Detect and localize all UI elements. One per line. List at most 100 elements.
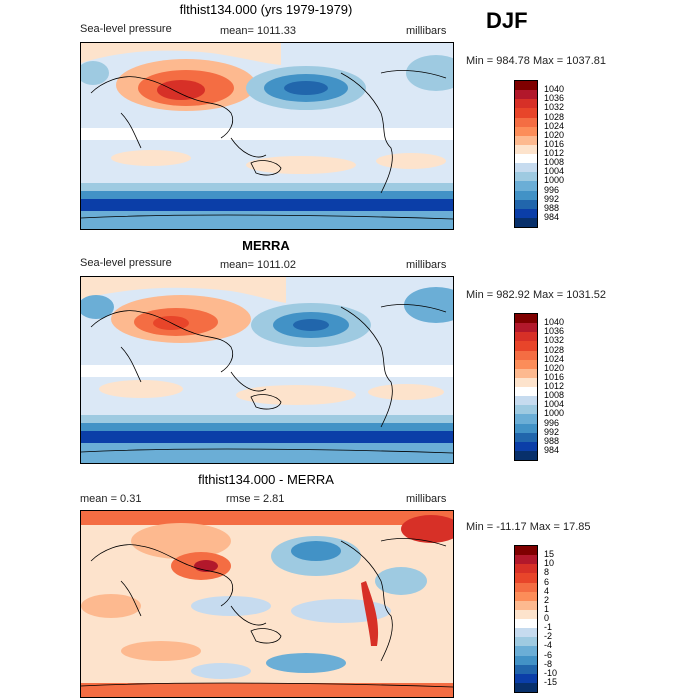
panel3-map-svg: [81, 511, 453, 697]
panel1-variable-label: Sea-level pressure: [80, 23, 172, 35]
colorbar-cell: [515, 323, 537, 333]
colorbar-cell: [515, 387, 537, 397]
colorbar-tick-label: 1032: [544, 102, 565, 113]
colorbar-cell: [515, 628, 537, 638]
colorbar-cell: [515, 673, 537, 683]
panel1-mean-label: mean= 1011.33: [220, 25, 296, 37]
colorbar-cell: [515, 646, 537, 656]
colorbar-cell: [515, 441, 537, 451]
colorbar-cell: [515, 199, 537, 209]
panel1-map-svg: [81, 43, 453, 229]
colorbar-cell: [515, 609, 537, 619]
colorbar-cell: [515, 546, 537, 556]
colorbar-cell: [515, 664, 537, 674]
colorbar-tick-label: 1016: [544, 138, 565, 149]
colorbar-cell: [515, 90, 537, 100]
colorbar-tick-label: 1032: [544, 335, 565, 346]
panel3-units-label: millibars: [406, 493, 447, 505]
panel3-rmse-label: rmse = 2.81: [226, 493, 285, 505]
panel1-title: flthist134.000 (yrs 1979-1979): [179, 2, 353, 17]
colorbar-cell: [515, 655, 537, 665]
panel2-mean-label: mean= 1011.02: [220, 259, 296, 271]
colorbar-cell: [515, 423, 537, 433]
colorbar-tick-label: 1028: [544, 111, 565, 122]
panel2-map-svg: [81, 277, 453, 463]
colorbar-tick-label: 8: [544, 567, 550, 578]
colorbar-cell: [515, 190, 537, 200]
colorbar-tick-label: 1040: [544, 317, 565, 328]
colorbar-tick-label: -1: [544, 622, 553, 633]
colorbar-tick-label: -4: [544, 640, 553, 651]
panel1-map: [80, 42, 454, 230]
colorbar-cell: [515, 332, 537, 342]
colorbar-cell: [515, 144, 537, 154]
colorbar-tick-label: 1036: [544, 93, 565, 104]
colorbar-cell: [515, 414, 537, 424]
panel3-mean-label: mean = 0.31: [80, 493, 142, 505]
colorbar-tick-label: 996: [544, 184, 560, 195]
panel2-colorbar: [514, 313, 538, 461]
colorbar-cell: [515, 135, 537, 145]
colorbar-cell: [515, 377, 537, 387]
colorbar-tick-label: 2: [544, 594, 550, 605]
colorbar-cell: [515, 314, 537, 324]
colorbar-cell: [515, 208, 537, 218]
colorbar-tick-label: 1020: [544, 362, 565, 373]
panel3-minmax-label: Min = -11.17 Max = 17.85: [466, 521, 591, 533]
colorbar-tick-label: 1004: [544, 399, 565, 410]
colorbar-cell: [515, 181, 537, 191]
panel1-minmax-label: Min = 984.78 Max = 1037.81: [466, 55, 607, 67]
colorbar-tick-label: 1000: [544, 408, 565, 419]
colorbar-cell: [515, 591, 537, 601]
colorbar-cell: [515, 108, 537, 118]
colorbar-tick-label: 984: [544, 444, 560, 455]
colorbar-cell: [515, 432, 537, 442]
colorbar-tick-label: 1028: [544, 344, 565, 355]
colorbar-cell: [515, 172, 537, 182]
colorbar-tick-label: 15: [544, 549, 555, 560]
panel3-map: [80, 510, 454, 698]
panel2-map: [80, 276, 454, 464]
panel1-units-label: millibars: [406, 25, 447, 37]
colorbar-cell: [515, 600, 537, 610]
panel2-colorbar-cells: [515, 314, 537, 460]
colorbar-cell: [515, 555, 537, 565]
colorbar-tick-label: 992: [544, 426, 560, 437]
colorbar-tick-label: 1024: [544, 120, 565, 131]
panel3-colorbar-cells: [515, 546, 537, 692]
panel1-colorbar: [514, 80, 538, 228]
panel3-title: flthist134.000 - MERRA: [198, 472, 334, 487]
colorbar-tick-label: 988: [544, 435, 560, 446]
panel2-units-label: millibars: [406, 259, 447, 271]
colorbar-tick-label: -15: [544, 676, 558, 687]
colorbar-tick-label: 4: [544, 585, 550, 596]
colorbar-tick-label: -6: [544, 649, 553, 660]
colorbar-cell: [515, 217, 537, 227]
colorbar-tick-label: 1012: [544, 148, 565, 158]
colorbar-cell: [515, 573, 537, 583]
colorbar-cell: [515, 450, 537, 460]
colorbar-cell: [515, 350, 537, 360]
colorbar-cell: [515, 359, 537, 369]
colorbar-tick-label: 10: [544, 558, 555, 569]
colorbar-cell: [515, 154, 537, 164]
colorbar-tick-label: 1008: [544, 157, 565, 168]
panel2-title: MERRA: [242, 238, 290, 253]
colorbar-tick-label: 1040: [544, 84, 565, 95]
colorbar-tick-label: 0: [544, 613, 550, 623]
colorbar-cell: [515, 341, 537, 351]
colorbar-tick-label: 1008: [544, 390, 565, 401]
colorbar-cell: [515, 368, 537, 378]
colorbar-cell: [515, 564, 537, 574]
panel3-colorbar: [514, 545, 538, 693]
colorbar-cell: [515, 637, 537, 647]
colorbar-tick-label: -2: [544, 631, 553, 642]
colorbar-cell: [515, 405, 537, 415]
colorbar-tick-label: 1016: [544, 371, 565, 382]
colorbar-cell: [515, 99, 537, 109]
colorbar-tick-label: -8: [544, 658, 553, 669]
colorbar-tick-label: 984: [544, 211, 560, 222]
panel2-minmax-label: Min = 982.92 Max = 1031.52: [466, 289, 607, 301]
colorbar-cell: [515, 619, 537, 629]
colorbar-cell: [515, 126, 537, 136]
